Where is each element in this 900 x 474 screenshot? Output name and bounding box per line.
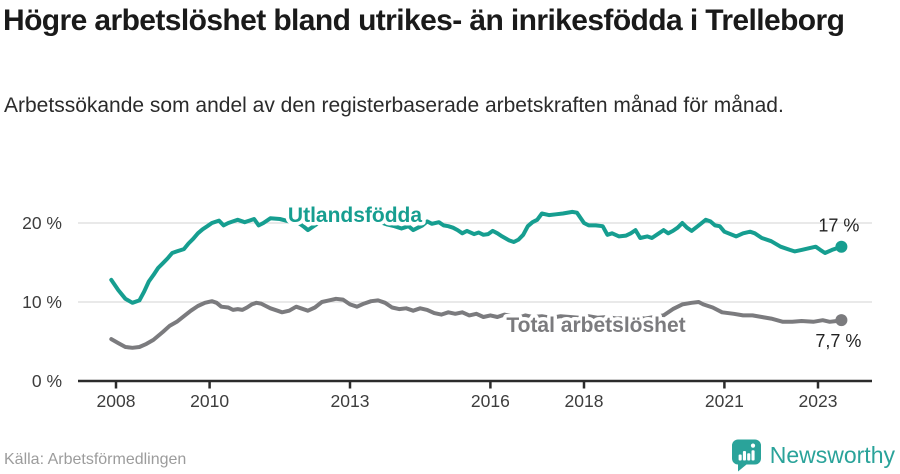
x-tick-label: 2021 — [705, 391, 744, 411]
newsworthy-logo: Newsworthy — [730, 438, 895, 472]
end-value-label-total-arbetsloshet: 7,7 % — [815, 331, 861, 351]
newsworthy-logo-icon — [731, 439, 761, 472]
end-value-label-utlandsfodda: 17 % — [818, 216, 859, 236]
x-tick-label: 2010 — [190, 391, 229, 411]
source-note: Källa: Arbetsförmedlingen — [4, 451, 187, 468]
chart-canvas: 0 % 10 % 20 % 2008 2010 2013 2016 2018 2021 2023 U… — [22, 201, 872, 411]
series-line-utlandsfodda — [109, 209, 844, 305]
series-label-utlandsfodda: Utlandsfödda — [288, 204, 422, 227]
x-tick-label: 2023 — [799, 391, 838, 411]
y-tick-label: 0 % — [32, 371, 62, 391]
series-end-dot-total-arbetsloshet — [835, 314, 848, 327]
y-tick-label: 10 % — [22, 292, 62, 312]
series-label-total-arbetsloshet: Total arbetslöshet — [506, 314, 685, 337]
line-chart: 0 % 10 % 20 % 2008 2010 2013 2016 2018 2021 2023 U… — [0, 185, 900, 435]
x-tick-label: 2018 — [565, 391, 604, 411]
x-tick-label: 2013 — [331, 391, 370, 411]
y-tick-label: 20 % — [22, 213, 62, 233]
x-tick-label: 2008 — [97, 391, 136, 411]
page-title: Högre arbetslöshet bland utrikes- än inr… — [3, 4, 845, 37]
series-end-dot-utlandsfodda — [835, 240, 848, 253]
newsworthy-wordmark: Newsworthy — [769, 441, 895, 468]
x-tick-label: 2016 — [471, 391, 510, 411]
chart-subtitle: Arbetssökande som andel av den registerb… — [4, 94, 784, 117]
series-line-total-arbetsloshet — [109, 296, 844, 350]
